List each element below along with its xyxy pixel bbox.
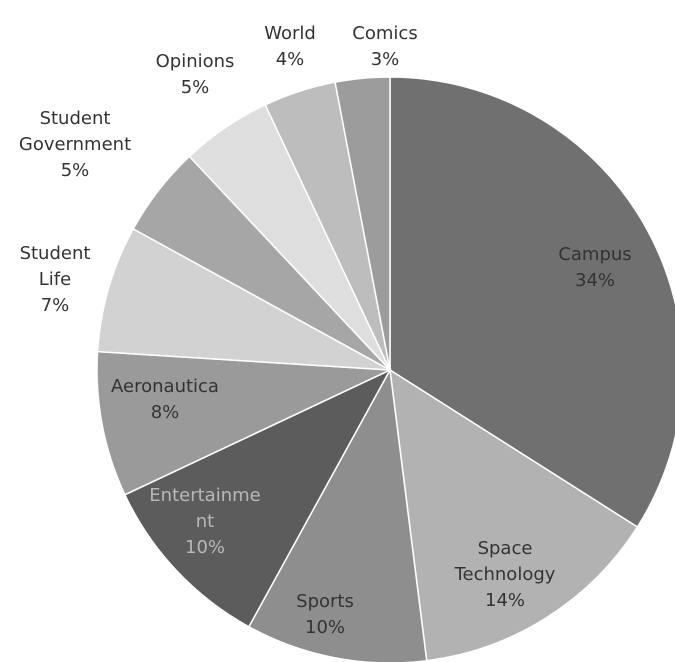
category-label: Aeronautica [111, 376, 219, 397]
pie-slice [96, 350, 391, 496]
value-label: 14% [484, 590, 526, 611]
category-label: Student Government [18, 108, 132, 155]
category-label: Space Technology [454, 538, 556, 585]
slice-label: Comics 3% [352, 21, 417, 73]
slice-label: Student Government 5% [19, 106, 131, 184]
value-label: 10% [304, 617, 346, 638]
slice-label: Campus 34% [558, 242, 631, 294]
slice-label: Sports 10% [296, 589, 354, 641]
category-label: World [264, 23, 316, 44]
category-label: Comics [352, 23, 418, 44]
value-label: 5% [60, 160, 90, 181]
value-label: 4% [275, 49, 305, 70]
category-label: Student Life [19, 243, 91, 290]
value-label: 5% [180, 77, 210, 98]
pie-slice [123, 368, 392, 628]
slice-label: World 4% [264, 21, 316, 73]
pie-slice [334, 76, 391, 371]
slice-label: Opinions 5% [156, 49, 235, 101]
slice-label: Space Technology 14% [455, 536, 556, 614]
value-label: 34% [574, 270, 616, 291]
slice-label: Entertainme nt 10% [149, 483, 260, 561]
value-label: 10% [184, 537, 226, 558]
slice-label: Aeronautica 8% [111, 374, 219, 426]
category-label: Campus [558, 244, 632, 265]
category-label: Sports [296, 591, 354, 612]
value-label: 3% [370, 49, 400, 70]
value-label: 8% [150, 402, 180, 423]
slice-label: Student Life 7% [20, 241, 91, 319]
pie-slice [389, 368, 639, 662]
category-label: Opinions [155, 51, 235, 72]
category-label: Entertainme nt [149, 485, 261, 532]
pie-slice [96, 227, 391, 371]
value-label: 7% [40, 295, 70, 316]
